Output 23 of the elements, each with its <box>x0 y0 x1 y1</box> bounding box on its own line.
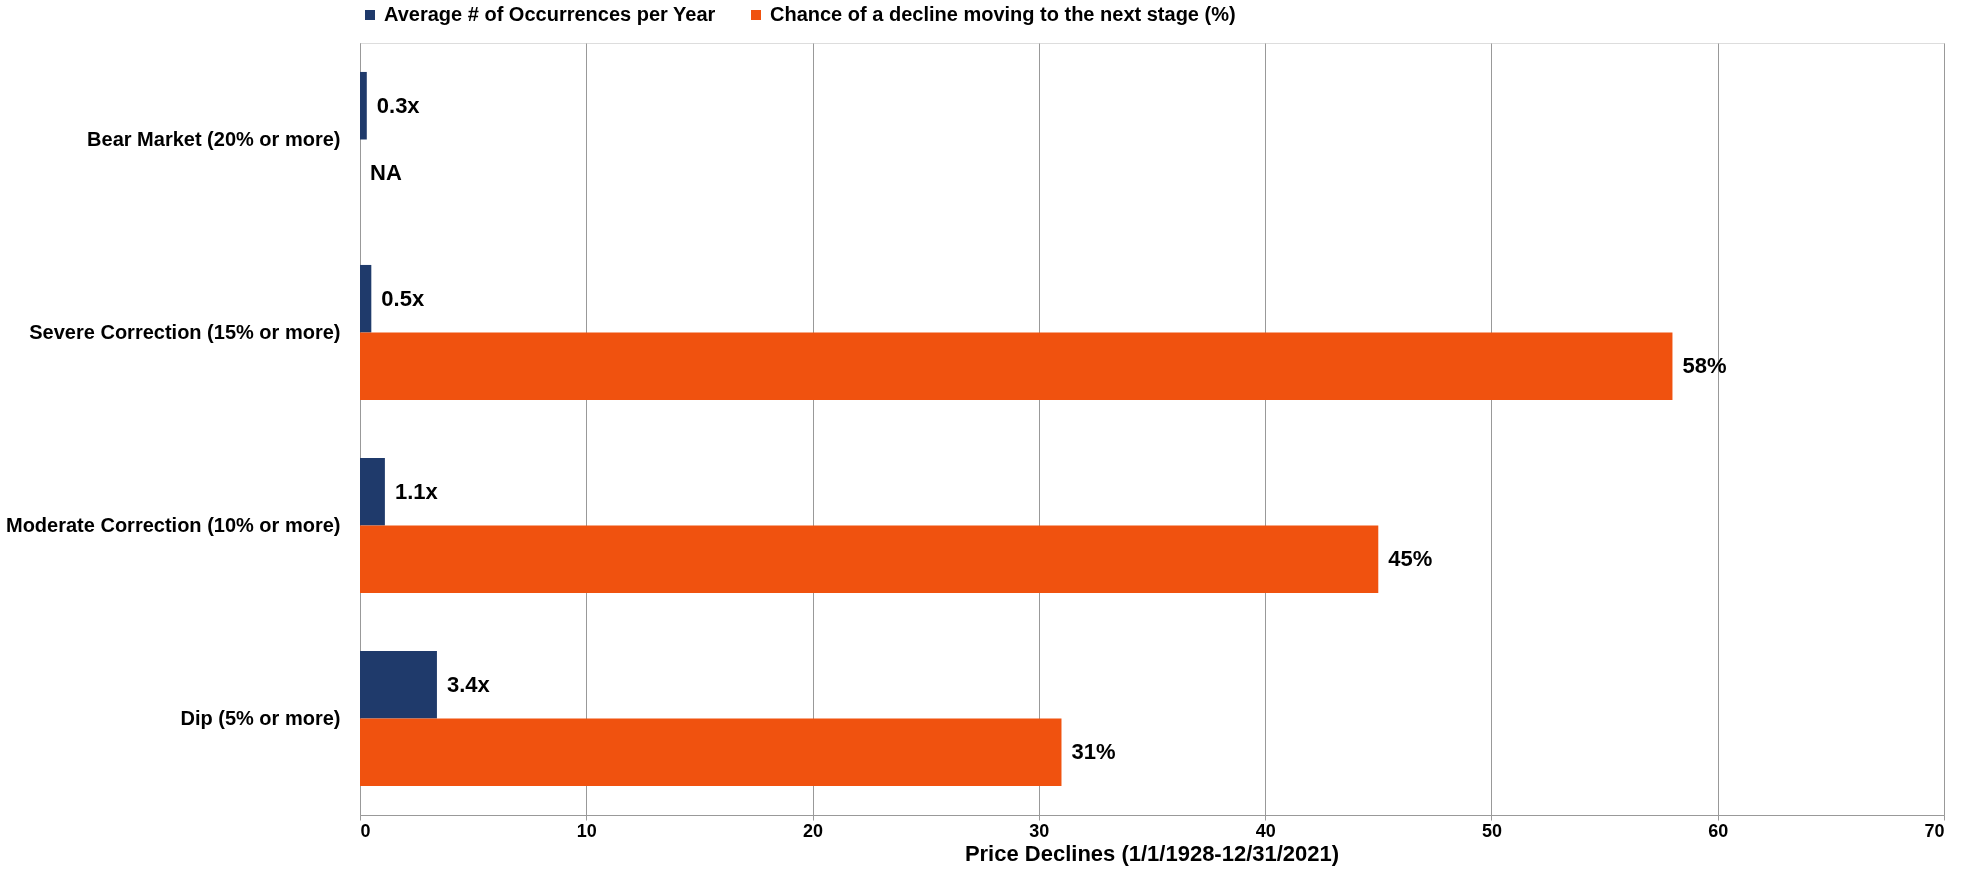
x-tick-label: 0 <box>360 820 371 841</box>
data-label: 1.1x <box>394 478 439 504</box>
x-tick-label: 10 <box>576 820 597 841</box>
y-tick-label: Severe Correction (15% or more) <box>29 320 341 343</box>
data-label: 3.4x <box>446 671 491 697</box>
x-tick-label: 20 <box>803 820 824 841</box>
y-tick-label: Bear Market (20% or more) <box>87 127 341 150</box>
text: NA <box>370 160 402 186</box>
data-label: 0.5x <box>381 285 425 311</box>
y-tick-label: Moderate Correction (10% or more) <box>5 513 341 536</box>
x-tick-label: 40 <box>1255 820 1276 841</box>
y-tick-label: Dip (5% or more) <box>180 706 341 729</box>
x-tick-label: 60 <box>1708 820 1729 841</box>
data-label: 45% <box>1388 546 1433 572</box>
x-tick-label: 70 <box>1924 820 1945 841</box>
legend-label: Chance of a decline moving to the next stage (%) <box>770 3 1236 25</box>
x-tick-label: 30 <box>1029 820 1050 841</box>
legend-label: Average # of Occurrences per Year <box>384 3 716 25</box>
data-label: 31% <box>1071 739 1116 765</box>
data-label: 58% <box>1682 353 1727 379</box>
data-label: 0.3x <box>376 92 421 118</box>
text: Price Declines (1/1/1928-12/31/2021) <box>964 841 1340 866</box>
x-tick-label: 50 <box>1481 820 1502 841</box>
